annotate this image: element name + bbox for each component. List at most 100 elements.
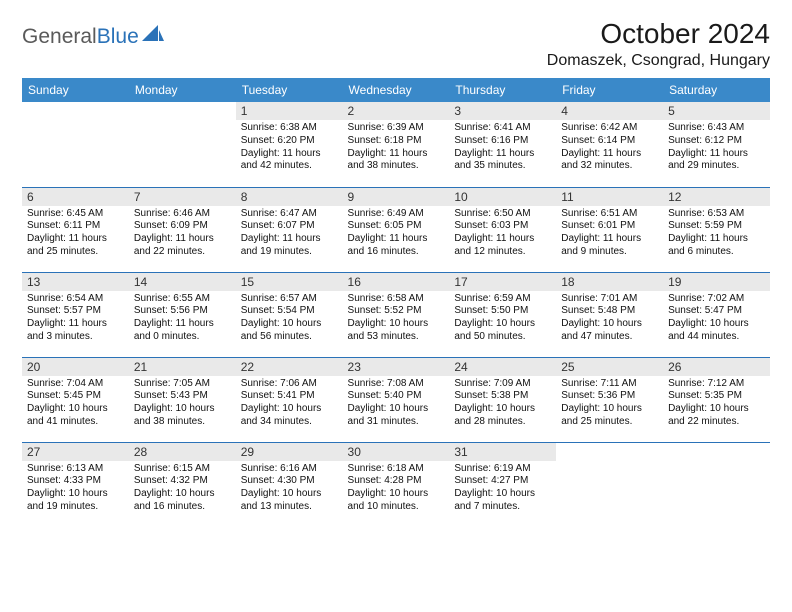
weekday-header: Wednesday xyxy=(343,78,450,102)
weekday-header: Saturday xyxy=(663,78,770,102)
calendar-row: 27Sunrise: 6:13 AMSunset: 4:33 PMDayligh… xyxy=(22,442,770,527)
day-info: Sunrise: 6:45 AMSunset: 6:11 PMDaylight:… xyxy=(22,206,129,263)
day-info: Sunrise: 6:15 AMSunset: 4:32 PMDaylight:… xyxy=(129,461,236,518)
day-number: 28 xyxy=(129,443,236,461)
calendar-cell: 1Sunrise: 6:38 AMSunset: 6:20 PMDaylight… xyxy=(236,102,343,187)
calendar-cell: 8Sunrise: 6:47 AMSunset: 6:07 PMDaylight… xyxy=(236,187,343,272)
day-info: Sunrise: 6:38 AMSunset: 6:20 PMDaylight:… xyxy=(236,120,343,177)
calendar-cell: 30Sunrise: 6:18 AMSunset: 4:28 PMDayligh… xyxy=(343,442,450,527)
calendar-cell: 26Sunrise: 7:12 AMSunset: 5:35 PMDayligh… xyxy=(663,357,770,442)
day-info: Sunrise: 6:47 AMSunset: 6:07 PMDaylight:… xyxy=(236,206,343,263)
day-info: Sunrise: 7:12 AMSunset: 5:35 PMDaylight:… xyxy=(663,376,770,433)
calendar-cell xyxy=(556,442,663,527)
weekday-header: Thursday xyxy=(449,78,556,102)
day-number: 29 xyxy=(236,443,343,461)
header: GeneralBlue October 2024 Domaszek, Csong… xyxy=(22,18,770,70)
calendar-cell: 14Sunrise: 6:55 AMSunset: 5:56 PMDayligh… xyxy=(129,272,236,357)
weekday-header: Sunday xyxy=(22,78,129,102)
day-info: Sunrise: 6:54 AMSunset: 5:57 PMDaylight:… xyxy=(22,291,129,348)
calendar-table: SundayMondayTuesdayWednesdayThursdayFrid… xyxy=(22,78,770,527)
calendar-cell: 2Sunrise: 6:39 AMSunset: 6:18 PMDaylight… xyxy=(343,102,450,187)
day-info: Sunrise: 6:43 AMSunset: 6:12 PMDaylight:… xyxy=(663,120,770,177)
calendar-cell: 16Sunrise: 6:58 AMSunset: 5:52 PMDayligh… xyxy=(343,272,450,357)
day-info: Sunrise: 6:13 AMSunset: 4:33 PMDaylight:… xyxy=(22,461,129,518)
calendar-cell: 9Sunrise: 6:49 AMSunset: 6:05 PMDaylight… xyxy=(343,187,450,272)
day-number: 11 xyxy=(556,188,663,206)
day-number: 12 xyxy=(663,188,770,206)
calendar-cell: 31Sunrise: 6:19 AMSunset: 4:27 PMDayligh… xyxy=(449,442,556,527)
calendar-cell: 24Sunrise: 7:09 AMSunset: 5:38 PMDayligh… xyxy=(449,357,556,442)
weekday-header: Tuesday xyxy=(236,78,343,102)
day-info: Sunrise: 6:42 AMSunset: 6:14 PMDaylight:… xyxy=(556,120,663,177)
brand-logo: GeneralBlue xyxy=(22,24,165,49)
day-number: 1 xyxy=(236,102,343,120)
day-number: 14 xyxy=(129,273,236,291)
weekday-row: SundayMondayTuesdayWednesdayThursdayFrid… xyxy=(22,78,770,102)
day-info: Sunrise: 7:11 AMSunset: 5:36 PMDaylight:… xyxy=(556,376,663,433)
day-number: 24 xyxy=(449,358,556,376)
day-info: Sunrise: 7:04 AMSunset: 5:45 PMDaylight:… xyxy=(22,376,129,433)
calendar-cell: 5Sunrise: 6:43 AMSunset: 6:12 PMDaylight… xyxy=(663,102,770,187)
day-number: 17 xyxy=(449,273,556,291)
calendar-body: 1Sunrise: 6:38 AMSunset: 6:20 PMDaylight… xyxy=(22,102,770,527)
day-number: 31 xyxy=(449,443,556,461)
calendar-cell xyxy=(663,442,770,527)
brand-part2: Blue xyxy=(97,25,139,48)
calendar-cell: 19Sunrise: 7:02 AMSunset: 5:47 PMDayligh… xyxy=(663,272,770,357)
calendar-cell: 29Sunrise: 6:16 AMSunset: 4:30 PMDayligh… xyxy=(236,442,343,527)
brand-part1: General xyxy=(22,25,97,48)
day-info: Sunrise: 6:41 AMSunset: 6:16 PMDaylight:… xyxy=(449,120,556,177)
day-number: 25 xyxy=(556,358,663,376)
day-number: 23 xyxy=(343,358,450,376)
calendar-cell: 12Sunrise: 6:53 AMSunset: 5:59 PMDayligh… xyxy=(663,187,770,272)
day-info: Sunrise: 6:55 AMSunset: 5:56 PMDaylight:… xyxy=(129,291,236,348)
day-info: Sunrise: 6:16 AMSunset: 4:30 PMDaylight:… xyxy=(236,461,343,518)
day-number: 13 xyxy=(22,273,129,291)
calendar-cell: 11Sunrise: 6:51 AMSunset: 6:01 PMDayligh… xyxy=(556,187,663,272)
day-number: 20 xyxy=(22,358,129,376)
day-number: 3 xyxy=(449,102,556,120)
calendar-cell: 7Sunrise: 6:46 AMSunset: 6:09 PMDaylight… xyxy=(129,187,236,272)
day-info: Sunrise: 7:08 AMSunset: 5:40 PMDaylight:… xyxy=(343,376,450,433)
title-block: October 2024 Domaszek, Csongrad, Hungary xyxy=(547,18,770,70)
month-title: October 2024 xyxy=(547,18,770,50)
day-number: 16 xyxy=(343,273,450,291)
weekday-header: Friday xyxy=(556,78,663,102)
day-number: 2 xyxy=(343,102,450,120)
day-number: 21 xyxy=(129,358,236,376)
day-info: Sunrise: 7:05 AMSunset: 5:43 PMDaylight:… xyxy=(129,376,236,433)
calendar-row: 20Sunrise: 7:04 AMSunset: 5:45 PMDayligh… xyxy=(22,357,770,442)
location-text: Domaszek, Csongrad, Hungary xyxy=(547,52,770,70)
calendar-cell: 22Sunrise: 7:06 AMSunset: 5:41 PMDayligh… xyxy=(236,357,343,442)
weekday-header: Monday xyxy=(129,78,236,102)
day-info: Sunrise: 6:39 AMSunset: 6:18 PMDaylight:… xyxy=(343,120,450,177)
day-info: Sunrise: 6:59 AMSunset: 5:50 PMDaylight:… xyxy=(449,291,556,348)
calendar-cell: 3Sunrise: 6:41 AMSunset: 6:16 PMDaylight… xyxy=(449,102,556,187)
day-number: 26 xyxy=(663,358,770,376)
day-info: Sunrise: 6:51 AMSunset: 6:01 PMDaylight:… xyxy=(556,206,663,263)
calendar-cell: 20Sunrise: 7:04 AMSunset: 5:45 PMDayligh… xyxy=(22,357,129,442)
day-info: Sunrise: 7:02 AMSunset: 5:47 PMDaylight:… xyxy=(663,291,770,348)
day-number: 30 xyxy=(343,443,450,461)
day-info: Sunrise: 6:57 AMSunset: 5:54 PMDaylight:… xyxy=(236,291,343,348)
day-number: 5 xyxy=(663,102,770,120)
day-info: Sunrise: 6:49 AMSunset: 6:05 PMDaylight:… xyxy=(343,206,450,263)
day-info: Sunrise: 7:01 AMSunset: 5:48 PMDaylight:… xyxy=(556,291,663,348)
calendar-cell: 6Sunrise: 6:45 AMSunset: 6:11 PMDaylight… xyxy=(22,187,129,272)
calendar-row: 1Sunrise: 6:38 AMSunset: 6:20 PMDaylight… xyxy=(22,102,770,187)
day-info: Sunrise: 6:18 AMSunset: 4:28 PMDaylight:… xyxy=(343,461,450,518)
brand-text: GeneralBlue xyxy=(22,25,139,49)
calendar-cell: 17Sunrise: 6:59 AMSunset: 5:50 PMDayligh… xyxy=(449,272,556,357)
day-info: Sunrise: 6:19 AMSunset: 4:27 PMDaylight:… xyxy=(449,461,556,518)
calendar-cell: 13Sunrise: 6:54 AMSunset: 5:57 PMDayligh… xyxy=(22,272,129,357)
day-number: 9 xyxy=(343,188,450,206)
calendar-row: 13Sunrise: 6:54 AMSunset: 5:57 PMDayligh… xyxy=(22,272,770,357)
day-info: Sunrise: 7:09 AMSunset: 5:38 PMDaylight:… xyxy=(449,376,556,433)
logo-sail-icon xyxy=(141,24,165,49)
day-info: Sunrise: 6:50 AMSunset: 6:03 PMDaylight:… xyxy=(449,206,556,263)
calendar-cell: 21Sunrise: 7:05 AMSunset: 5:43 PMDayligh… xyxy=(129,357,236,442)
day-info: Sunrise: 7:06 AMSunset: 5:41 PMDaylight:… xyxy=(236,376,343,433)
calendar-cell xyxy=(22,102,129,187)
day-number: 22 xyxy=(236,358,343,376)
calendar-cell xyxy=(129,102,236,187)
